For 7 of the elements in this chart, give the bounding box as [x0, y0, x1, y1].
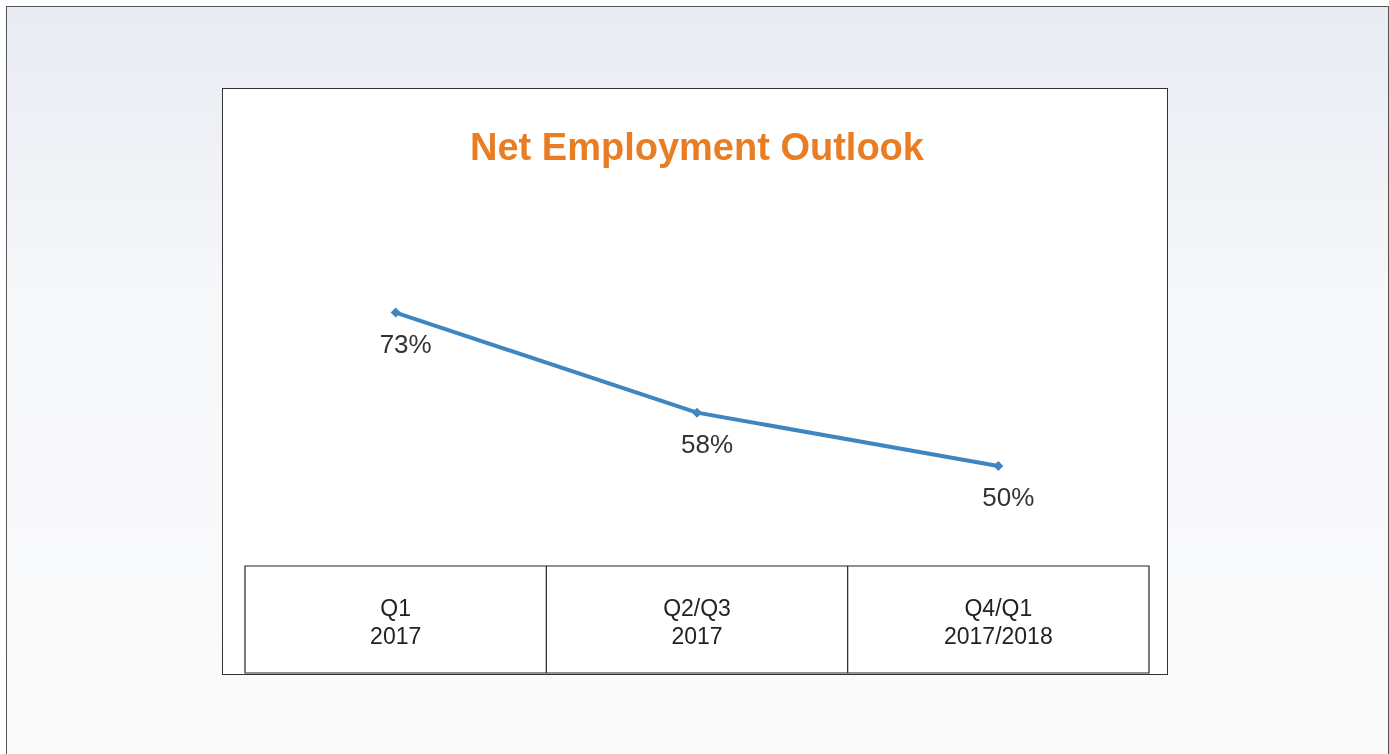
data-label: 50%: [982, 482, 1035, 513]
data-label: 58%: [680, 428, 734, 459]
x-tick-label: Q1 2017: [370, 595, 422, 649]
chart-title: Net Employment Outlook: [470, 126, 925, 169]
data-label: 73%: [379, 328, 432, 359]
x-tick-label: Q2/Q3 2017: [663, 595, 731, 649]
x-tick-label: Q4/Q1 2017/2018: [943, 595, 1053, 649]
